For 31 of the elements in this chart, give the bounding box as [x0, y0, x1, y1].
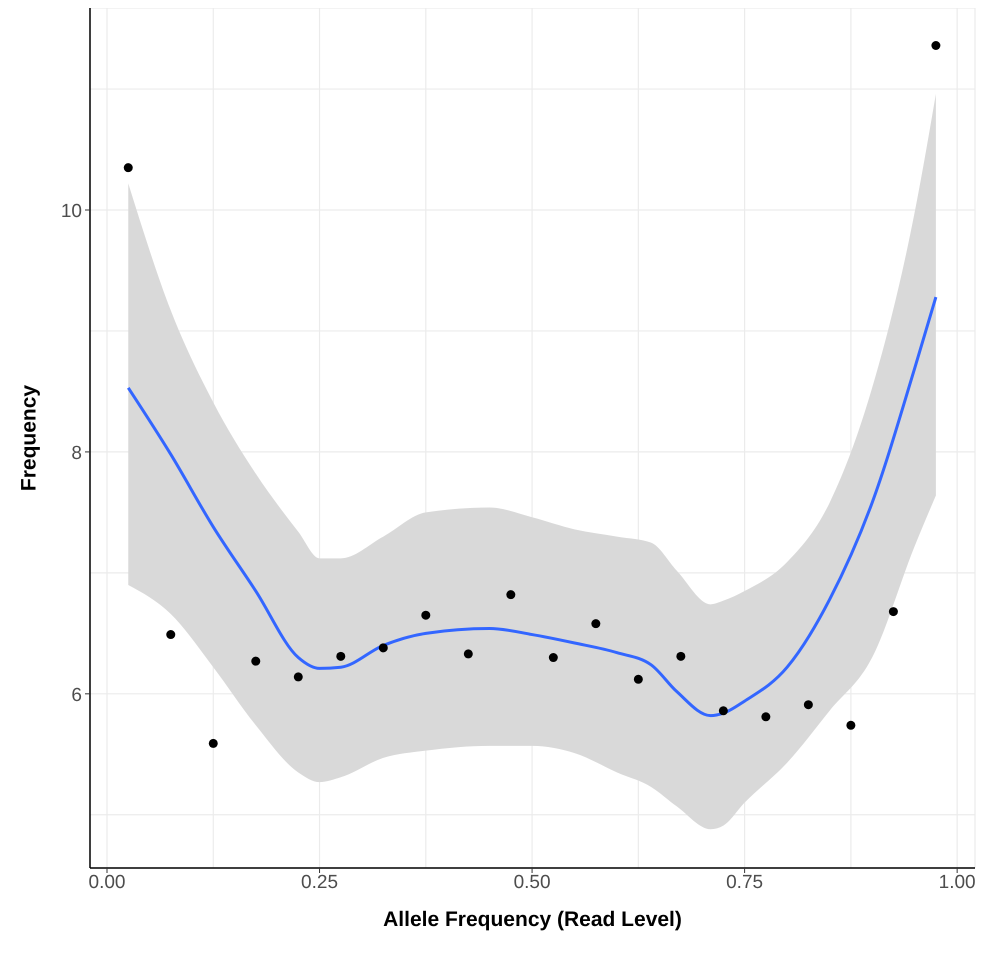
point: [251, 656, 260, 666]
point: [166, 630, 176, 640]
point: [804, 700, 813, 710]
point: [676, 652, 686, 661]
point: [591, 619, 600, 628]
point: [124, 163, 133, 172]
point: [761, 712, 770, 722]
x-tick-label: 0.50: [514, 872, 551, 893]
y-axis-title: Frequency: [17, 384, 40, 492]
x-tick-label: 1.00: [938, 872, 976, 893]
point: [931, 40, 940, 50]
point: [208, 738, 218, 748]
line-series: [126, 296, 938, 718]
point: [378, 643, 388, 652]
x-tick-label: 0.25: [301, 872, 338, 893]
point: [548, 653, 558, 662]
y-tick-label: 6: [71, 684, 82, 706]
point: [888, 607, 898, 616]
x-tick-label: 0.75: [726, 872, 764, 893]
point: [421, 610, 430, 620]
point: [846, 720, 856, 730]
x-tick-label: 0.00: [88, 872, 126, 893]
point: [506, 590, 516, 600]
y-tick-label: 10: [60, 200, 82, 222]
point: [294, 672, 303, 682]
point: [718, 706, 728, 716]
x-axis-title: Allele Frequency (Read Level): [383, 908, 682, 931]
point: [634, 674, 643, 684]
point: [336, 652, 346, 661]
y-tick-label: 8: [71, 442, 82, 464]
point: [464, 649, 473, 658]
